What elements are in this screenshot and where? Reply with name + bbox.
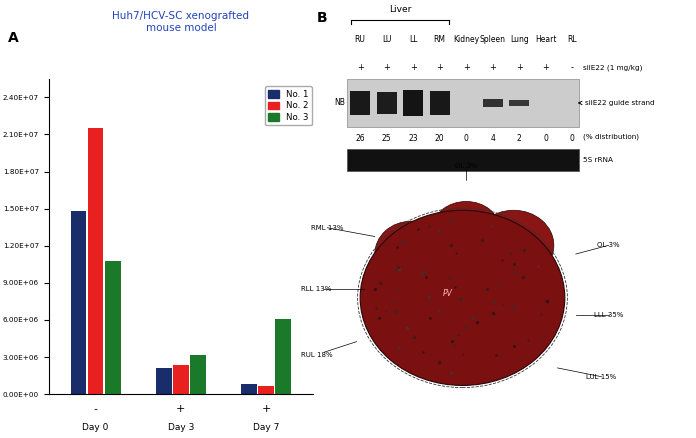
Text: RML 13%: RML 13% [311,225,344,231]
Bar [71,211,86,394]
Text: +: + [410,64,417,72]
Text: +: + [436,64,443,72]
Text: OL 3%: OL 3% [454,163,477,170]
Text: 23: 23 [409,134,418,143]
Bar [242,384,257,394]
FancyBboxPatch shape [509,100,529,106]
Text: PV: PV [443,289,453,298]
Text: OL 3%: OL 3% [597,242,620,248]
FancyBboxPatch shape [482,99,503,107]
Text: (% distribution): (% distribution) [583,134,639,140]
Text: 4: 4 [490,134,495,143]
Text: RUL 18%: RUL 18% [301,352,332,358]
Text: RL: RL [567,35,577,44]
Text: 20: 20 [435,134,445,143]
Text: Kidney: Kidney [453,35,480,44]
Bar [276,319,291,394]
Text: -: - [571,64,574,72]
Ellipse shape [473,210,554,280]
Bar [190,355,206,394]
Text: 26: 26 [356,134,365,143]
Text: 0: 0 [569,134,575,143]
FancyBboxPatch shape [347,79,579,127]
Text: +: + [489,64,496,72]
Text: LUL 15%: LUL 15% [586,374,617,380]
Text: RM: RM [434,35,445,44]
Text: +: + [357,64,363,72]
Text: 0: 0 [464,134,468,143]
FancyBboxPatch shape [350,91,370,115]
Text: Day 7: Day 7 [253,423,280,431]
Text: +: + [542,64,549,72]
Ellipse shape [361,210,565,385]
Text: 25: 25 [382,134,391,143]
Text: Heart: Heart [535,35,556,44]
Text: +: + [176,404,186,413]
Bar [156,368,172,394]
Text: 5S rRNA: 5S rRNA [583,157,613,163]
Text: LU: LU [382,35,391,44]
Text: NB: NB [335,99,345,107]
Text: Spleen: Spleen [480,35,505,44]
Text: Huh7/HCV-SC xenografted
mouse model: Huh7/HCV-SC xenografted mouse model [113,11,249,33]
FancyBboxPatch shape [347,149,579,171]
FancyBboxPatch shape [377,92,397,114]
Ellipse shape [484,287,550,361]
Text: B: B [317,11,327,25]
Text: Day 3: Day 3 [168,423,194,431]
Text: Liver: Liver [389,5,411,14]
Text: RU: RU [355,35,365,44]
Bar [88,128,104,394]
Text: A: A [8,31,19,45]
Bar [105,261,120,394]
Text: +: + [262,404,271,413]
Text: Day 0: Day 0 [82,423,109,431]
Text: 0: 0 [543,134,548,143]
Text: LLL 35%: LLL 35% [594,312,624,318]
Text: silE22 (1 mg/kg): silE22 (1 mg/kg) [583,65,642,71]
Text: silE22 guide strand: silE22 guide strand [585,100,654,106]
Bar [258,385,274,394]
Ellipse shape [433,201,499,254]
Ellipse shape [375,221,448,287]
Bar [173,364,189,394]
Text: 2: 2 [516,134,521,143]
Legend: No. 1, No. 2, No. 3: No. 1, No. 2, No. 3 [265,86,312,125]
Text: LL: LL [409,35,418,44]
FancyBboxPatch shape [429,91,450,115]
Ellipse shape [367,278,426,353]
Text: Lung: Lung [509,35,528,44]
Text: +: + [463,64,470,72]
Text: RLL 13%: RLL 13% [301,286,331,292]
Text: +: + [516,64,523,72]
Text: -: - [94,404,97,413]
Text: +: + [383,64,390,72]
FancyBboxPatch shape [403,90,423,116]
